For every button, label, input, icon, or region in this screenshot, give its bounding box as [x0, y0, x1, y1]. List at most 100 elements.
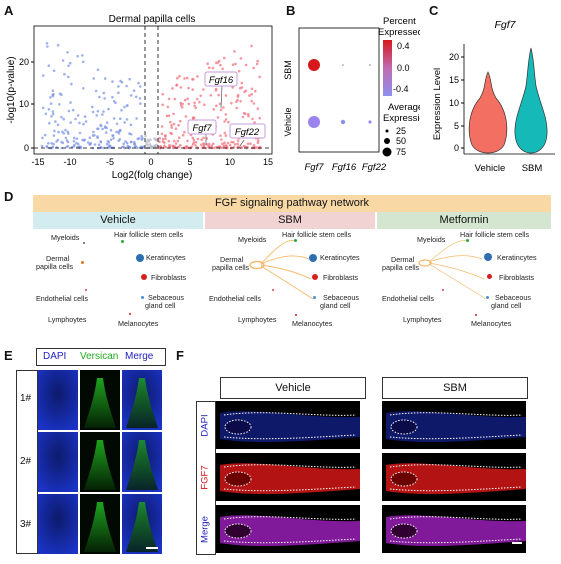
volcano-point — [129, 94, 133, 97]
volcano-point — [254, 89, 257, 93]
volcano-point — [251, 117, 254, 121]
volcano-point — [81, 54, 84, 57]
volcano-point — [256, 59, 260, 63]
volcano-point — [154, 138, 158, 142]
volcano-point — [60, 115, 63, 119]
panel-e-images — [38, 370, 162, 554]
volcano-plot: Dermal papilla cells 0 10 20 -15 -10 -5 0 5… — [6, 14, 273, 181]
dot-vehicle-fgf16 — [340, 119, 346, 125]
volcano-title: Dermal papilla cells — [109, 14, 196, 25]
volcano-point — [107, 107, 110, 111]
volcano-point — [179, 86, 183, 89]
volcano-point — [102, 91, 106, 95]
volcano-point — [231, 63, 235, 66]
volcano-point — [253, 121, 256, 124]
volcano-point — [199, 94, 202, 98]
volcano-point — [41, 136, 44, 140]
volcano-point — [64, 136, 68, 140]
volcano-point — [56, 138, 60, 142]
volcano-point — [192, 78, 195, 81]
volcano-point — [47, 64, 51, 67]
volcano-point — [121, 145, 124, 149]
volcano-point — [179, 143, 182, 147]
volcano-point — [212, 108, 215, 111]
follicle-outline — [223, 464, 357, 492]
volcano-point — [176, 76, 179, 80]
svg-text:10: 10 — [225, 157, 235, 167]
volcano-point — [112, 117, 116, 120]
volcano-point — [180, 106, 184, 109]
versican-signal — [126, 440, 158, 490]
volcano-point — [216, 61, 220, 64]
volcano-point — [56, 43, 60, 47]
row-3: 3# — [20, 519, 32, 530]
volcano-point — [120, 109, 123, 112]
volcano-point — [212, 142, 215, 146]
hair-follicle-signal — [220, 463, 360, 495]
hair-follicle-signal — [220, 411, 360, 443]
volcano-point — [223, 56, 226, 60]
panel-label-a: A — [4, 3, 14, 18]
volcano-point — [184, 115, 188, 118]
volcano-point — [234, 62, 237, 66]
volcano-point — [250, 93, 253, 96]
volcano-point — [61, 141, 65, 145]
svg-text:15: 15 — [449, 75, 459, 85]
volcano-point — [243, 112, 247, 115]
volcano-point — [249, 142, 252, 145]
volcano-point — [196, 75, 199, 78]
volcano-point — [109, 138, 113, 141]
volcano-point — [146, 138, 150, 141]
volcano-point — [140, 134, 143, 138]
volcano-point — [43, 133, 47, 137]
volcano-point — [232, 140, 235, 144]
volcano-point — [194, 140, 198, 144]
x-ticks: -15 -10 -5 0 5 10 15 — [31, 157, 273, 167]
volcano-point — [200, 138, 203, 141]
volcano-point — [220, 138, 223, 141]
volcano-point — [58, 103, 61, 106]
volcano-point — [92, 130, 95, 134]
condition-vehicle: Vehicle — [220, 377, 366, 399]
volcano-point — [112, 137, 115, 140]
network-head-vehicle: Vehicle — [33, 212, 203, 229]
volcano-point — [211, 66, 215, 70]
volcano-point — [158, 136, 161, 140]
volcano-point — [51, 112, 55, 116]
volcano-point — [218, 102, 222, 106]
volcano-point — [56, 123, 60, 127]
volcano-point — [96, 127, 99, 131]
volcano-point — [115, 130, 118, 134]
volcano-point — [207, 66, 211, 69]
volcano-point — [62, 117, 65, 121]
volcano-point — [76, 54, 79, 58]
volcano-point — [135, 117, 138, 120]
volcano-point — [99, 140, 102, 143]
volcano-point — [235, 106, 238, 110]
volcano-point — [49, 102, 53, 105]
volcano-point — [170, 124, 173, 127]
hair-follicle-signal — [386, 463, 526, 495]
volcano-point — [172, 122, 176, 126]
svg-text:0: 0 — [24, 143, 29, 153]
volcano-point — [123, 105, 126, 109]
dotplot-row-vehicle: Vehicle — [283, 107, 293, 136]
volcano-point — [169, 120, 172, 124]
dermal-papilla-outline — [224, 419, 252, 435]
gene-label-fgf7: Fgf7 — [192, 123, 212, 134]
volcano-point — [224, 113, 228, 116]
dot-sbm-fgf22 — [369, 64, 371, 66]
volcano-point — [71, 108, 75, 112]
volcano-point — [118, 129, 122, 132]
f-channel-dapi: DAPI — [199, 414, 211, 437]
volcano-point — [181, 133, 185, 137]
volcano-point — [129, 133, 133, 136]
volcano-point — [111, 80, 114, 83]
volcano-point — [145, 140, 148, 144]
volcano-point — [224, 134, 228, 137]
volcano-point — [153, 145, 156, 148]
volcano-point — [128, 77, 131, 81]
volcano-point — [52, 142, 55, 146]
volcano-point — [98, 95, 101, 99]
volcano-point — [192, 141, 196, 144]
